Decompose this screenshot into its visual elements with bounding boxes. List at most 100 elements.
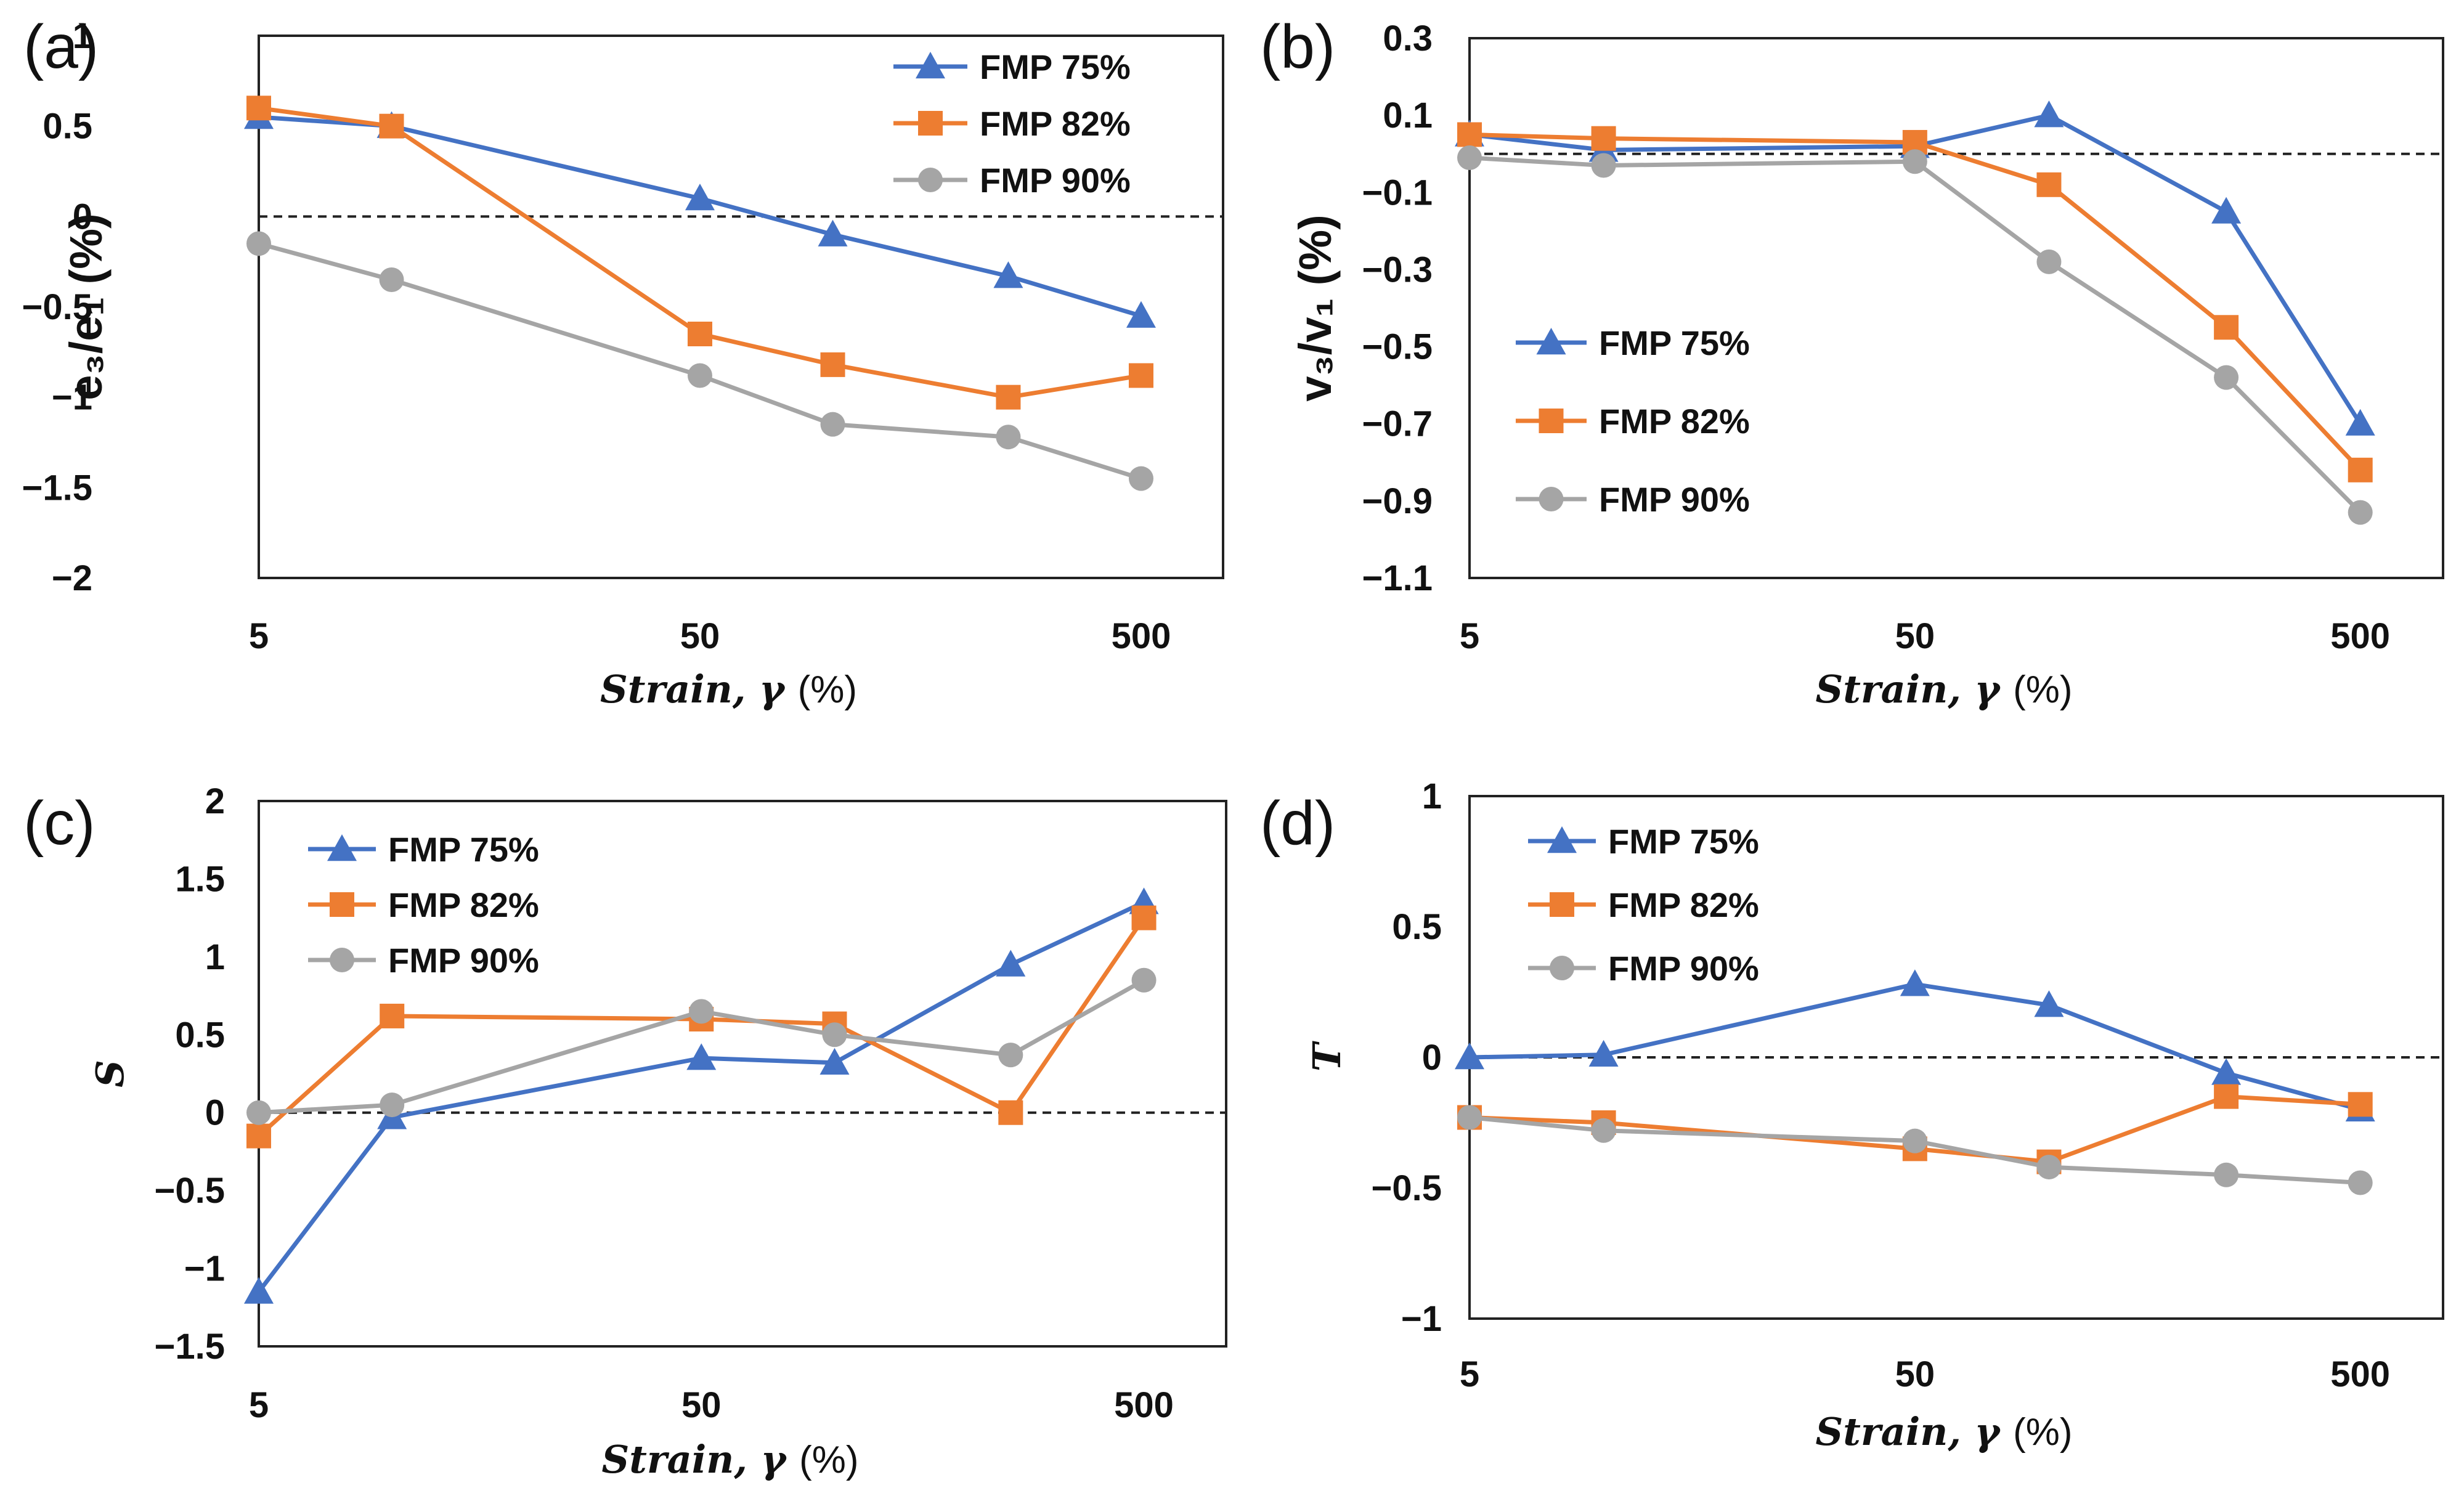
data-point — [687, 363, 712, 388]
legend-label: FMP 90% — [1599, 480, 1750, 519]
panel-letter: (c) — [23, 789, 96, 858]
plot-area — [258, 800, 1227, 1348]
panel-a: (a)1 0.5 0 −0.5 −1 −1.5 −2 5 50 500 Strain, γ (%) e… — [22, 12, 1224, 712]
data-point — [686, 1043, 717, 1070]
series-line — [1469, 113, 2362, 425]
y-tick-label: −1 — [52, 378, 92, 418]
x-axis-title: Strain, γ (%) — [602, 1437, 859, 1482]
legend-marker — [1550, 892, 1574, 917]
y-axis-title: S — [87, 1060, 132, 1088]
y-tick-label: 0.5 — [1392, 907, 1442, 947]
data-point — [1591, 126, 1616, 151]
legend-marker — [330, 892, 354, 917]
y-tick-label: −0.5 — [155, 1171, 226, 1211]
legend-marker — [918, 111, 943, 136]
series-90 — [246, 967, 1157, 1125]
panel-letter: (d) — [1260, 789, 1335, 858]
y-tick-label: 1.5 — [175, 859, 225, 899]
x-tick-label: 500 — [1112, 616, 1171, 656]
data-point — [2214, 1162, 2239, 1187]
y-axis-title: v₃/v₁ (%) — [1290, 214, 1341, 401]
data-point — [1591, 153, 1616, 178]
data-point — [820, 412, 845, 437]
y-tick-label: −0.5 — [22, 287, 93, 327]
legend-marker — [1547, 826, 1577, 853]
data-point — [998, 1043, 1023, 1068]
series-82 — [246, 96, 1153, 410]
data-point — [244, 1277, 274, 1304]
y-tick-label: −1.5 — [155, 1327, 226, 1367]
data-point — [2036, 172, 2062, 197]
data-point — [685, 184, 715, 211]
data-point — [2034, 100, 2064, 128]
x-axis-title-unit: (%) — [2013, 669, 2072, 711]
legend-label: FMP 75% — [980, 47, 1131, 86]
x-tick-label: 50 — [1895, 616, 1935, 656]
legend-marker — [327, 834, 357, 861]
series-line — [258, 105, 1142, 400]
data-point — [1588, 1039, 1619, 1067]
y-tick-label: 0 — [1422, 1038, 1442, 1078]
x-tick-label: 5 — [1460, 1354, 1479, 1394]
legend: FMP 75% FMP 82% FMP 90% — [893, 47, 1131, 200]
panel-letter: (a) — [23, 12, 99, 81]
legend-label: FMP 82% — [1608, 885, 1759, 924]
y-tick-label: −1.5 — [22, 468, 93, 508]
data-point — [1128, 466, 1153, 491]
series-82 — [1457, 122, 2373, 482]
legend-label: FMP 75% — [388, 830, 539, 869]
data-point — [1126, 301, 1156, 328]
data-point — [1900, 969, 1930, 996]
series-line — [1469, 1115, 2360, 1186]
data-point — [998, 1100, 1023, 1125]
data-point — [1902, 1128, 1927, 1153]
y-tick-label: −0.1 — [1362, 173, 1433, 213]
y-tick-label: 1 — [205, 937, 225, 977]
legend-label: FMP 90% — [1608, 949, 1759, 988]
panel-letter: (b) — [1260, 12, 1335, 81]
data-point — [820, 352, 845, 377]
y-tick-label: 0.5 — [175, 1015, 225, 1055]
x-tick-label: 500 — [2330, 1354, 2390, 1394]
data-point — [2214, 365, 2239, 390]
data-point — [379, 113, 404, 139]
data-point — [2211, 197, 2242, 224]
legend: FMP 75% FMP 82% FMP 90% — [1528, 822, 1759, 988]
data-point — [2348, 457, 2373, 482]
x-axis-title: Strain, γ (%) — [600, 667, 857, 712]
legend-marker — [1550, 956, 1574, 980]
legend-marker — [918, 168, 943, 192]
data-point — [2348, 500, 2373, 525]
y-axis-title: e₃/e₁ (%) — [60, 213, 112, 400]
legend-label: FMP 90% — [388, 941, 539, 980]
data-point — [1455, 1043, 1484, 1070]
data-point — [1457, 1105, 1482, 1130]
x-tick-label: 5 — [1460, 616, 1479, 656]
x-tick-label: 500 — [2330, 616, 2390, 656]
series-line — [258, 978, 1145, 1115]
x-axis-title: Strain, γ (%) — [1816, 1409, 2073, 1454]
x-axis-title-unit: (%) — [2013, 1411, 2072, 1454]
data-point — [2214, 1084, 2239, 1109]
x-tick-label: 5 — [249, 1385, 269, 1425]
data-point — [689, 999, 714, 1024]
y-tick-label: 1 — [1422, 776, 1442, 816]
series-line — [258, 241, 1142, 481]
x-tick-label: 5 — [249, 616, 269, 656]
data-point — [1591, 1118, 1616, 1143]
x-tick-label: 50 — [680, 616, 720, 656]
legend-marker — [1539, 487, 1564, 511]
data-point — [2348, 1170, 2373, 1195]
data-point — [2034, 990, 2064, 1017]
x-axis-title: Strain, γ (%) — [1816, 667, 2073, 712]
data-point — [379, 267, 404, 292]
y-tick-label: −2 — [52, 558, 92, 598]
legend-label: FMP 82% — [980, 104, 1131, 143]
legend-label: FMP 90% — [980, 161, 1131, 200]
y-tick-label: −0.5 — [1372, 1168, 1442, 1208]
legend-marker — [1536, 328, 1566, 355]
series-line — [257, 900, 1145, 1293]
y-tick-label: 0 — [73, 197, 92, 237]
data-point — [380, 1092, 405, 1118]
